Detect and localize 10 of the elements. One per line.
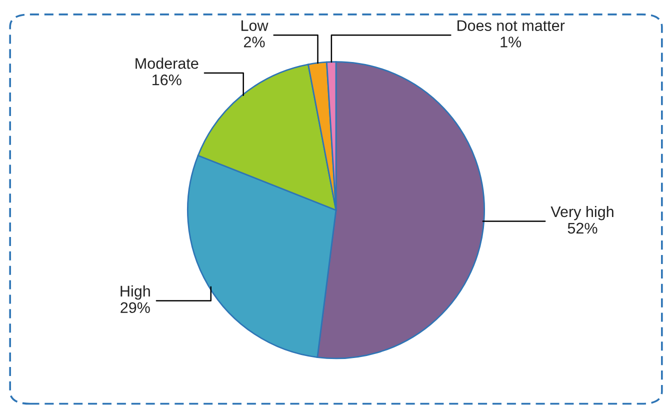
- slice-label: Low: [241, 20, 268, 31]
- slice-label: High: [120, 285, 150, 300]
- data-label: 1%: [500, 36, 522, 48]
- data-label: 16%: [152, 74, 182, 86]
- slice-label: Very high: [550, 206, 614, 220]
- slice-label: Does not matter: [458, 20, 565, 31]
- slice-label: Moderate: [136, 58, 198, 69]
- data-label: 2%: [244, 36, 265, 48]
- data-label: 52%: [568, 222, 598, 234]
- data-label: 29%: [120, 302, 150, 314]
